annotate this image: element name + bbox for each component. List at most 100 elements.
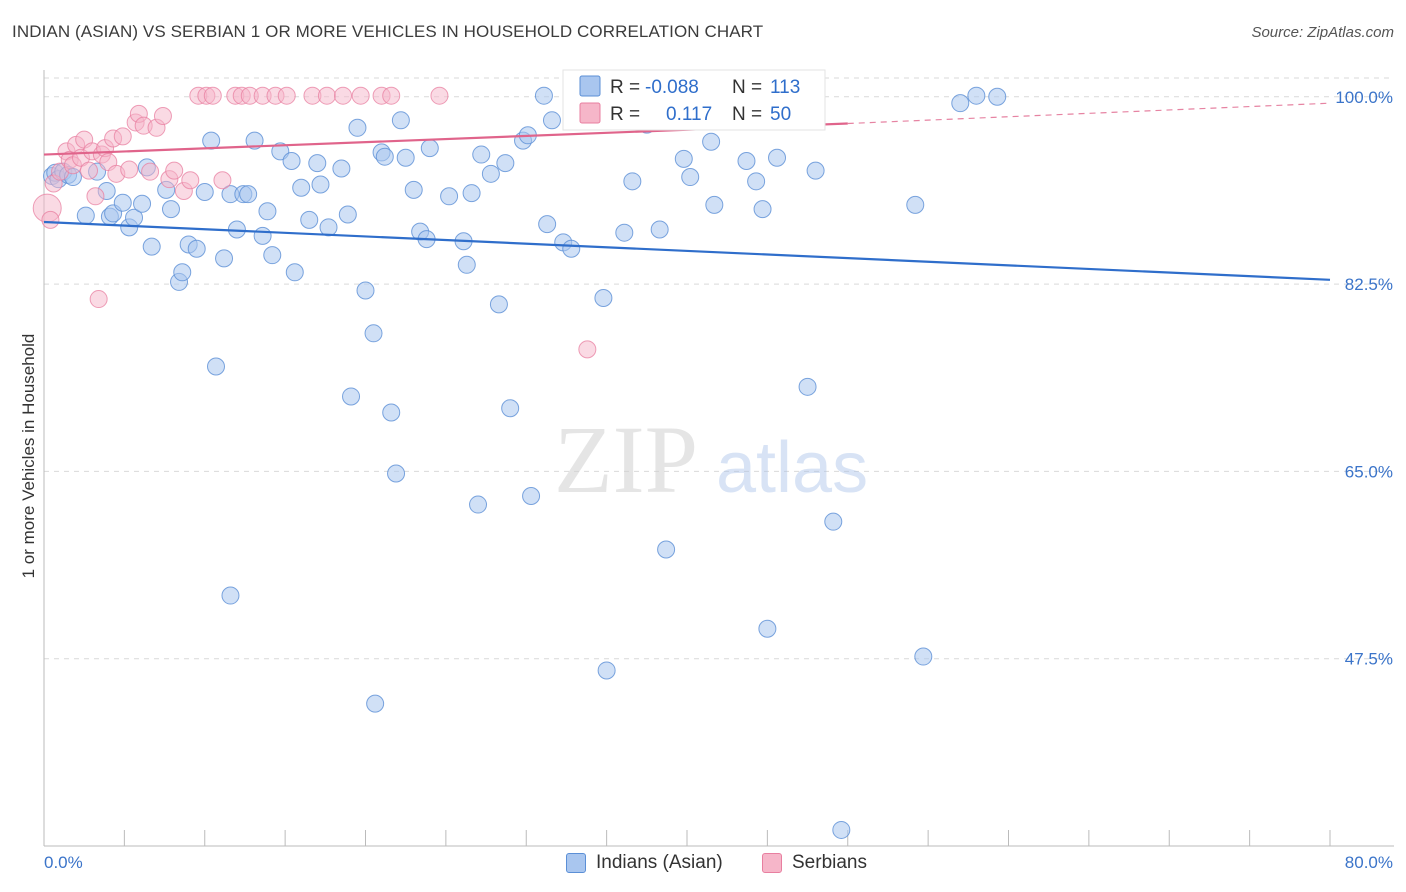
indian-asian-point (348, 118, 367, 137)
indian-asian-point (404, 180, 423, 199)
indian-asian-point (951, 94, 970, 113)
serbian-point (141, 162, 160, 181)
indian-asian-point (195, 183, 214, 202)
indian-asian-point (753, 200, 772, 219)
gridlines (44, 77, 1394, 660)
serbian-point (89, 290, 108, 309)
serbian-point (120, 160, 139, 179)
indian-asian-point (258, 202, 277, 221)
legend-item-serbians[interactable]: Serbians (762, 852, 867, 874)
series-legend: Indians (Asian) Serbians (0, 852, 1406, 878)
indian-asian-point (747, 172, 766, 191)
indian-asian-point (113, 193, 132, 212)
indian-asian-point (967, 86, 986, 105)
legend-label-serbians: Serbians (792, 852, 867, 873)
serbian-point (80, 161, 99, 180)
indian-asian-point (221, 586, 240, 605)
indian-asian-point (187, 239, 206, 258)
indian-asian-point (824, 512, 843, 531)
indian-asian-point (906, 195, 925, 214)
serbian-point (382, 86, 401, 105)
indian-asian-point (737, 151, 756, 170)
indian-asian-point (705, 195, 724, 214)
indian-asian-point (245, 131, 264, 150)
indian-asian-point (798, 377, 817, 396)
indian-asian-point (657, 540, 676, 559)
indian-asian-point (702, 132, 721, 151)
indian-asian-point (597, 661, 616, 680)
series-indians-asian-points (43, 86, 1007, 839)
legend-n-label-2: N = (732, 104, 762, 125)
watermark-atlas: atlas (716, 428, 868, 508)
indian-asian-point (387, 464, 406, 483)
serbian-point (165, 161, 184, 180)
source-credit: Source: ZipAtlas.com (1251, 24, 1394, 41)
y-tick-label: 82.5% (1345, 275, 1393, 294)
indian-asian-point (496, 154, 515, 173)
indian-asian-point (375, 147, 394, 166)
indian-asian-point (832, 820, 851, 839)
legend-item-indians[interactable]: Indians (Asian) (566, 852, 723, 874)
serbian-point (351, 86, 370, 105)
y-axis-label: 1 or more Vehicles in Household (19, 334, 38, 579)
indian-asian-point (534, 86, 553, 105)
indian-asian-point (161, 200, 180, 219)
indian-asian-point (319, 218, 338, 237)
indian-asian-point (292, 178, 311, 197)
legend-swatch-blue (579, 75, 601, 97)
chart-title: INDIAN (ASIAN) VS SERBIAN 1 OR MORE VEHI… (12, 22, 764, 41)
indians-trend-line (43, 220, 1331, 281)
serbian-point (317, 86, 336, 105)
serbians-trend-extension (847, 102, 1331, 125)
indian-asian-point (758, 619, 777, 638)
indian-asian-point (542, 111, 561, 130)
serbian-point (181, 171, 200, 190)
watermark-zip: ZIP (554, 406, 698, 513)
serbian-point (41, 210, 60, 229)
serbian-point (153, 107, 172, 126)
indian-asian-point (364, 324, 383, 343)
indian-asian-point (420, 139, 439, 158)
indian-asian-point (594, 288, 613, 307)
legend-swatch-indians (566, 853, 586, 873)
indian-asian-point (263, 246, 282, 265)
legend-n-value-1: 113 (770, 77, 800, 98)
legend-swatch-serbians (762, 853, 782, 873)
indian-asian-point (202, 131, 221, 150)
indian-asian-point (311, 175, 330, 194)
indian-asian-point (76, 206, 95, 225)
serbian-point (86, 187, 105, 206)
indian-asian-point (133, 194, 152, 213)
indian-asian-point (615, 223, 634, 242)
indian-asian-point (338, 205, 357, 224)
legend-label-indians: Indians (Asian) (596, 852, 723, 873)
serbian-point (113, 127, 132, 146)
indian-asian-point (332, 159, 351, 178)
indian-asian-point (300, 210, 319, 229)
indian-asian-point (988, 87, 1007, 106)
indian-asian-point (462, 184, 481, 203)
legend-r-value-1: -0.088 (645, 77, 699, 98)
correlation-legend: R = -0.088 N = 113 R = 0.117 N = 50 (562, 69, 826, 131)
indian-asian-point (681, 168, 700, 187)
legend-n-label-1: N = (732, 77, 762, 98)
legend-r-label-1: R = (610, 77, 640, 98)
indian-asian-point (472, 145, 491, 164)
indian-asian-point (285, 263, 304, 282)
x-tick-label-max: 80.0% (1345, 853, 1393, 872)
y-tick-label: 65.0% (1345, 462, 1393, 481)
indian-asian-point (501, 399, 520, 418)
x-tick-label-min: 0.0% (44, 853, 83, 872)
y-tick-labels: 47.5% 65.0% 82.5% 100.0% (1335, 88, 1393, 669)
indian-asian-point (173, 263, 192, 282)
indian-asian-point (562, 239, 581, 258)
indian-asian-point (650, 220, 669, 239)
legend-r-value-2: 0.117 (666, 104, 712, 125)
y-tick-label: 47.5% (1345, 650, 1393, 669)
indian-asian-point (239, 185, 258, 204)
serbian-point (277, 86, 296, 105)
zipatlas-watermark: ZIP atlas (554, 406, 868, 513)
indian-asian-point (396, 148, 415, 167)
indian-asian-point (538, 215, 557, 234)
